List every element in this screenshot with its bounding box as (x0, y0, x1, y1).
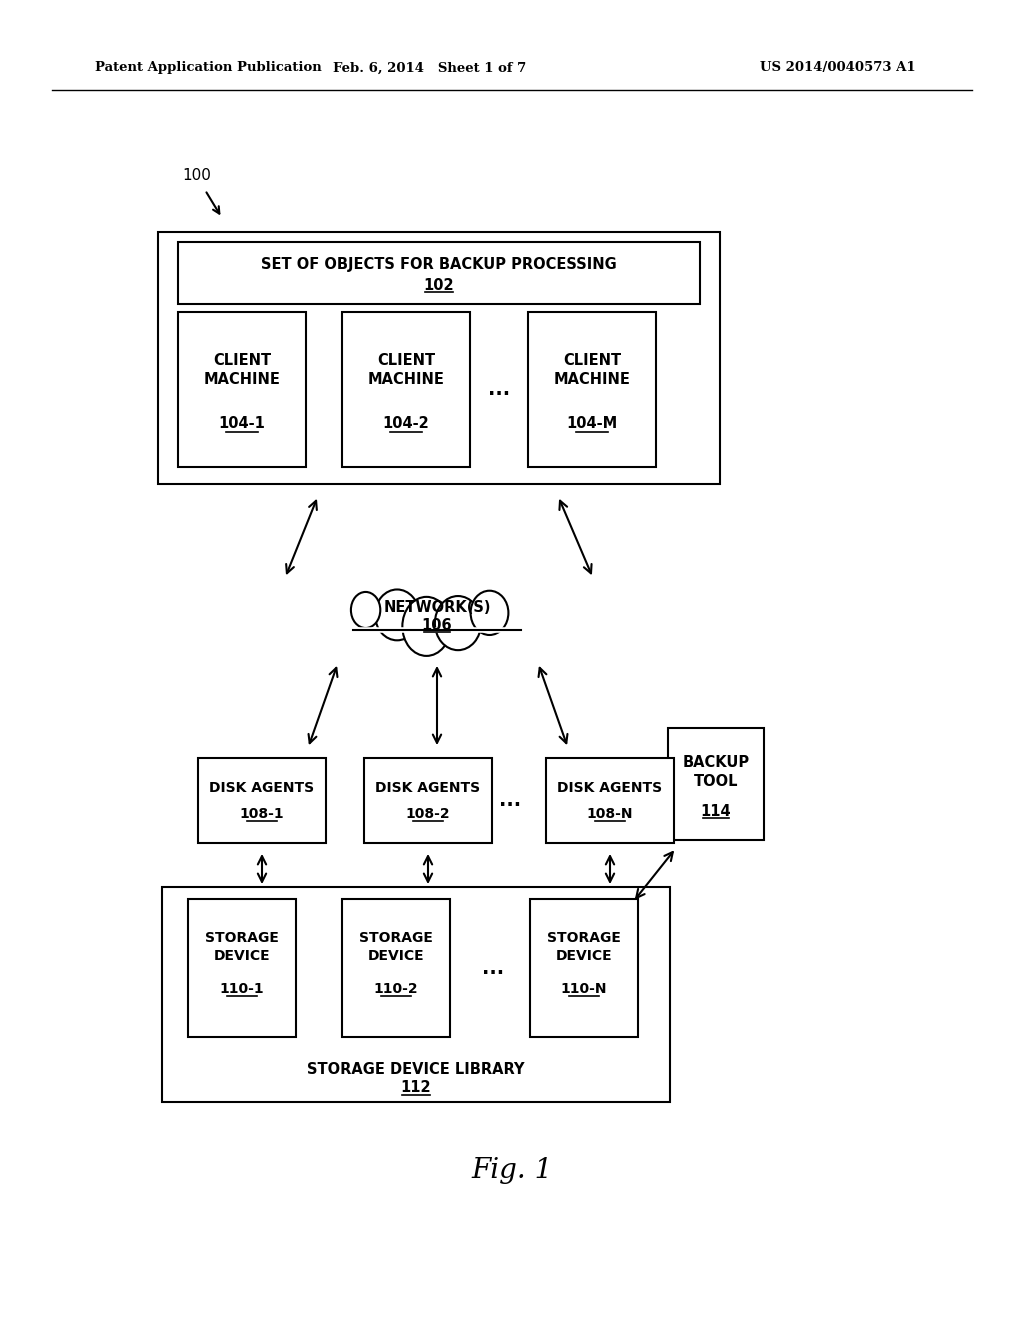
Text: 102: 102 (424, 279, 455, 293)
Text: 110-1: 110-1 (220, 982, 264, 997)
Text: NETWORK(S): NETWORK(S) (383, 601, 490, 615)
Text: 100: 100 (182, 168, 211, 182)
Ellipse shape (402, 597, 451, 656)
Text: Feb. 6, 2014   Sheet 1 of 7: Feb. 6, 2014 Sheet 1 of 7 (334, 62, 526, 74)
Bar (198, 758, 326, 843)
Text: 104-1: 104-1 (218, 417, 265, 432)
Text: 114: 114 (700, 804, 731, 818)
Text: 108-2: 108-2 (406, 807, 451, 821)
Text: 110-N: 110-N (561, 982, 607, 997)
Bar (351, 609, 523, 630)
Bar (178, 242, 700, 304)
Text: Fig. 1: Fig. 1 (471, 1156, 553, 1184)
Text: DISK AGENTS: DISK AGENTS (376, 781, 480, 795)
Text: ...: ... (482, 958, 504, 978)
Bar (342, 899, 450, 1038)
Ellipse shape (435, 597, 481, 651)
Text: CLIENT
MACHINE: CLIENT MACHINE (204, 352, 281, 387)
Text: 104-2: 104-2 (383, 417, 429, 432)
Text: STORAGE
DEVICE: STORAGE DEVICE (359, 931, 433, 964)
Text: ...: ... (488, 380, 510, 399)
Text: DISK AGENTS: DISK AGENTS (557, 781, 663, 795)
Text: 104-M: 104-M (566, 417, 617, 432)
Bar (158, 232, 720, 484)
Text: 108-1: 108-1 (240, 807, 285, 821)
Bar (162, 887, 670, 1102)
Bar (178, 312, 306, 467)
Text: 112: 112 (400, 1081, 431, 1096)
Ellipse shape (351, 591, 380, 628)
Text: STORAGE
DEVICE: STORAGE DEVICE (205, 931, 279, 964)
Bar (528, 312, 656, 467)
Bar (364, 758, 492, 843)
Text: 110-2: 110-2 (374, 982, 419, 997)
Ellipse shape (471, 591, 508, 635)
Bar (342, 312, 470, 467)
Text: BACKUP
TOOL: BACKUP TOOL (682, 755, 750, 789)
Text: 108-N: 108-N (587, 807, 633, 821)
Bar (668, 729, 764, 840)
Bar (530, 899, 638, 1038)
Text: US 2014/0040573 A1: US 2014/0040573 A1 (760, 62, 915, 74)
Text: STORAGE DEVICE LIBRARY: STORAGE DEVICE LIBRARY (307, 1063, 524, 1077)
Text: DISK AGENTS: DISK AGENTS (210, 781, 314, 795)
Text: SET OF OBJECTS FOR BACKUP PROCESSING: SET OF OBJECTS FOR BACKUP PROCESSING (261, 256, 616, 272)
Text: ...: ... (499, 791, 521, 810)
Ellipse shape (375, 590, 419, 640)
Text: STORAGE
DEVICE: STORAGE DEVICE (547, 931, 621, 964)
Text: CLIENT
MACHINE: CLIENT MACHINE (368, 352, 444, 387)
Text: CLIENT
MACHINE: CLIENT MACHINE (554, 352, 631, 387)
Text: Patent Application Publication: Patent Application Publication (95, 62, 322, 74)
Bar (188, 899, 296, 1038)
Text: 106: 106 (422, 619, 453, 634)
Bar (546, 758, 674, 843)
